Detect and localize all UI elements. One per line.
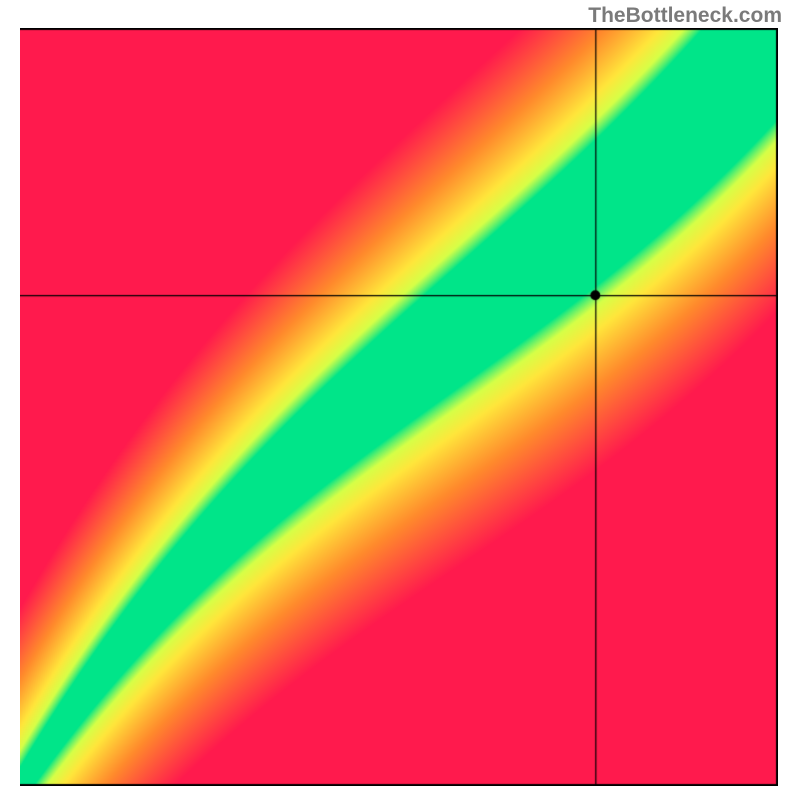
bottleneck-heatmap — [20, 28, 778, 786]
watermark-text: TheBottleneck.com — [588, 4, 782, 28]
